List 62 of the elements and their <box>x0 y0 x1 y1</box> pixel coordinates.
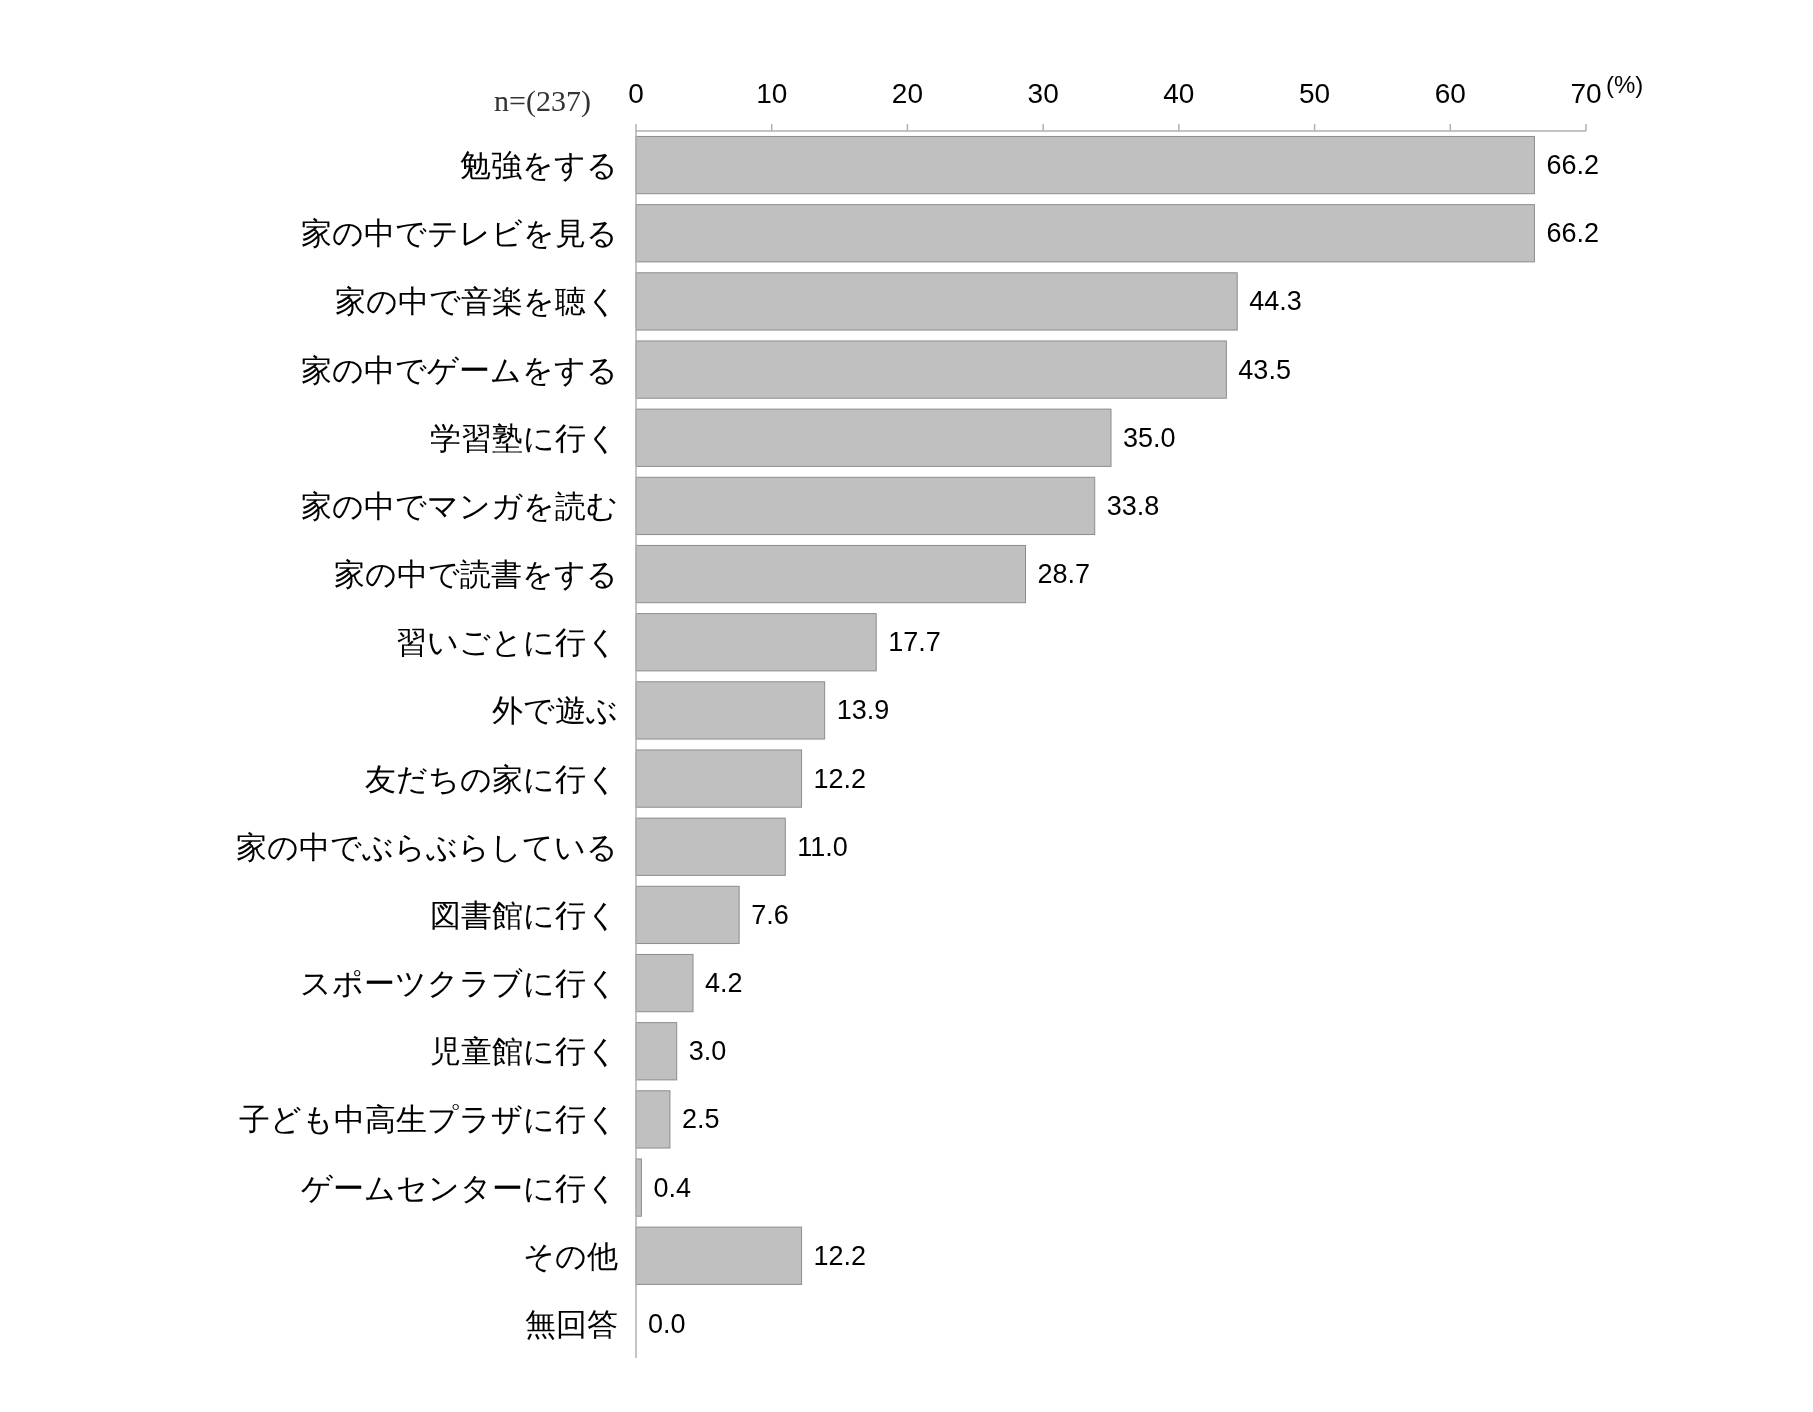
bar <box>635 272 1238 331</box>
x-tick-label: 30 <box>1027 78 1059 109</box>
y-tick-label: 子ども中高生プラザに行く <box>239 1102 618 1138</box>
bar <box>635 135 1535 195</box>
data-label: 17.7 <box>888 627 941 658</box>
data-label: 0.0 <box>648 1308 686 1339</box>
y-tick-label: 家の中で読書をする <box>334 557 618 593</box>
data-label: 4.2 <box>705 968 743 999</box>
y-tick-label: 学習塾に行く <box>430 420 618 456</box>
text: n=(237) <box>494 84 591 118</box>
y-tick-label: 友だちの家に行く <box>365 761 618 797</box>
y-tick-label: 外で遊ぶ <box>492 693 618 729</box>
bar <box>635 476 1096 536</box>
bar <box>635 1226 803 1285</box>
y-tick-label: 家の中でテレビを見る <box>301 216 618 252</box>
data-label: 0.4 <box>653 1172 691 1203</box>
y-tick-label: その他 <box>523 1238 618 1274</box>
data-label: 13.9 <box>836 695 890 726</box>
data-label: 11.0 <box>797 831 848 862</box>
x-axis-title: (%) <box>1606 71 1644 98</box>
bar <box>635 408 1112 467</box>
bar <box>635 340 1227 399</box>
data-label: 66.2 <box>1546 150 1599 181</box>
y-tick-label: 図書館に行く <box>430 897 618 933</box>
data-label: 3.0 <box>688 1036 727 1067</box>
y-tick-label: 勉強をする <box>460 148 618 184</box>
bar <box>635 544 1026 604</box>
data-label: 35.0 <box>1123 422 1176 453</box>
bar <box>635 749 803 808</box>
y-tick-label: 無回答 <box>525 1306 618 1342</box>
data-label: 44.3 <box>1249 286 1302 317</box>
data-label: 2.5 <box>681 1104 720 1135</box>
x-tick-label: 40 <box>1163 78 1195 109</box>
x-tick-label: 50 <box>1298 78 1331 109</box>
y-tick-label: 家の中でゲームをする <box>301 352 618 388</box>
x-tick-label: 20 <box>891 78 924 109</box>
bar <box>635 613 877 672</box>
data-label: 33.8 <box>1106 490 1160 521</box>
y-tick-label: 習いごとに行く <box>396 625 618 661</box>
bar <box>635 817 786 876</box>
data-label: 43.5 <box>1238 354 1291 385</box>
bar <box>635 953 694 1013</box>
bar <box>635 204 1535 263</box>
data-label: 28.7 <box>1037 559 1091 590</box>
data-label: 12.2 <box>813 763 867 794</box>
data-label: 7.6 <box>751 899 789 930</box>
data-label: 66.2 <box>1546 218 1599 249</box>
y-tick-label: ゲームセンターに行く <box>301 1170 618 1206</box>
data-label: 12.2 <box>813 1240 867 1271</box>
y-tick-label: 家の中でぶらぶらしている <box>236 829 618 865</box>
y-tick-label: スポーツクラブに行く <box>300 966 618 1002</box>
x-tick-label: 10 <box>756 78 788 109</box>
bar <box>635 1022 678 1081</box>
y-tick-label: 家の中でマンガを読む <box>301 488 618 524</box>
x-tick-label: 0 <box>628 78 644 109</box>
y-tick-label: 家の中で音楽を聴く <box>335 284 618 320</box>
x-tick-label: 60 <box>1434 78 1466 109</box>
bar <box>635 1090 671 1149</box>
x-tick-label: 70 <box>1570 78 1602 109</box>
bar <box>635 885 740 945</box>
bar <box>635 681 826 740</box>
y-tick-label: 児童館に行く <box>430 1034 618 1070</box>
